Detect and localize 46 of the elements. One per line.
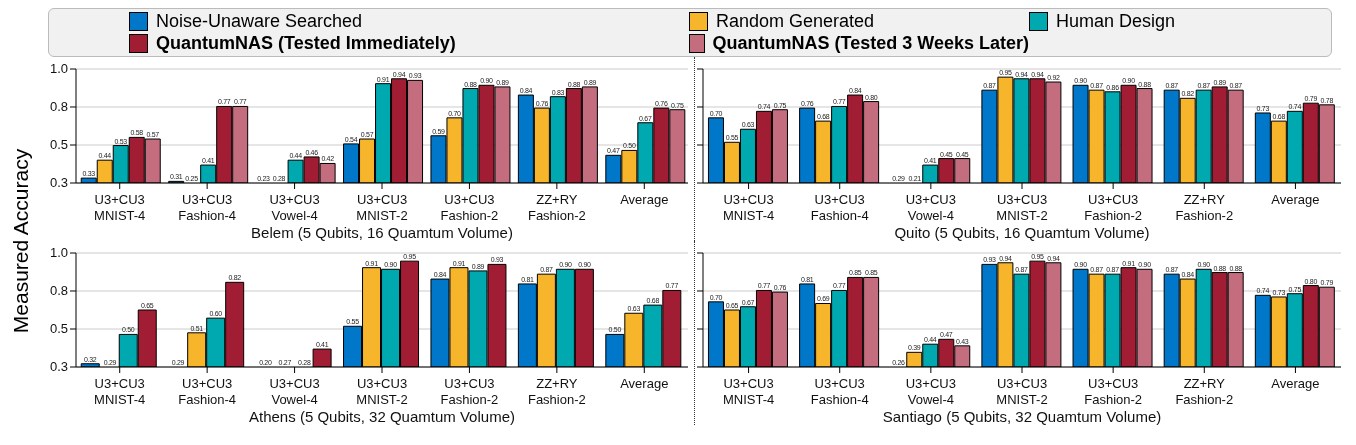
y-tick-label: 1.0 bbox=[49, 245, 68, 260]
legend-label: Noise-Unaware Searched bbox=[156, 11, 363, 32]
y-tick-label: 1.0 bbox=[49, 61, 68, 76]
y-axis-title: Measured Accuracy bbox=[9, 148, 33, 334]
y-tick-label: 0.3 bbox=[49, 175, 68, 190]
x-tick-label: U3+CU3 MNIST-4 bbox=[94, 376, 146, 407]
x-tick-label: U3+CU3 Fashion-4 bbox=[810, 192, 869, 223]
x-tick-label: Average bbox=[1271, 192, 1320, 207]
x-tick-label: U3+CU3 MNIST-4 bbox=[94, 192, 146, 223]
legend-label: Random Generated bbox=[716, 11, 875, 32]
legend-label: QuantumNAS (Tested Immediately) bbox=[156, 33, 456, 54]
x-tick-label: U3+CU3 Fashion-2 bbox=[1084, 376, 1143, 407]
y-tick-label: 0.8 bbox=[49, 98, 68, 114]
x-tick-label: U3+CU3 Vowel-4 bbox=[905, 192, 956, 223]
x-tick-label: U3+CU3 Fashion-2 bbox=[1084, 192, 1143, 223]
x-tick-label: U3+CU3 Fashion-4 bbox=[178, 376, 237, 407]
x-axis-title: Quito (5 Qubits, 16 Quamtum Volume) bbox=[894, 224, 1150, 241]
x-tick-label: ZZ+RY Fashion-2 bbox=[1175, 192, 1234, 223]
y-tick-label: 0.3 bbox=[49, 359, 68, 374]
x-axis-title: Santiago (5 Qubits, 32 Quamtum Volume) bbox=[882, 408, 1162, 425]
x-tick-label: U3+CU3 MNIST-2 bbox=[356, 376, 408, 407]
y-tick-label: 0.5 bbox=[49, 137, 68, 153]
x-tick-label: U3+CU3 Vowel-4 bbox=[269, 376, 320, 407]
x-tick-label: U3+CU3 Fashion-2 bbox=[440, 376, 499, 407]
legend-label: Human Design bbox=[1056, 11, 1176, 32]
x-tick-label: ZZ+RY Fashion-2 bbox=[1175, 376, 1234, 407]
x-axis-title: Belem (5 Qubits, 16 Quamtum Volume) bbox=[251, 224, 513, 241]
x-tick-label: U3+CU3 MNIST-2 bbox=[996, 376, 1048, 407]
legend-label: QuantumNAS (Tested 3 Weeks Later) bbox=[712, 33, 1029, 54]
x-tick-label: U3+CU3 Vowel-4 bbox=[905, 376, 956, 407]
x-tick-label: U3+CU3 MNIST-2 bbox=[356, 192, 408, 223]
x-tick-label: U3+CU3 Fashion-4 bbox=[810, 376, 869, 407]
x-tick-label: U3+CU3 MNIST-4 bbox=[722, 192, 775, 223]
x-tick-label: U3+CU3 MNIST-4 bbox=[722, 376, 775, 407]
x-tick-label: ZZ+RY Fashion-2 bbox=[527, 192, 586, 223]
x-tick-label: Average bbox=[620, 376, 669, 391]
x-tick-label: U3+CU3 Fashion-2 bbox=[440, 192, 499, 223]
x-axis-title: Athens (5 Qubits, 32 Quamtum Volume) bbox=[249, 408, 515, 425]
x-tick-label: U3+CU3 Fashion-4 bbox=[178, 192, 237, 223]
x-tick-label: Average bbox=[620, 192, 669, 207]
y-tick-label: 0.5 bbox=[49, 321, 68, 337]
x-tick-label: Average bbox=[1271, 376, 1320, 391]
x-tick-label: U3+CU3 MNIST-2 bbox=[996, 192, 1048, 223]
y-tick-label: 0.8 bbox=[49, 282, 68, 298]
x-tick-label: ZZ+RY Fashion-2 bbox=[527, 376, 586, 407]
x-tick-label: U3+CU3 Vowel-4 bbox=[269, 192, 320, 223]
